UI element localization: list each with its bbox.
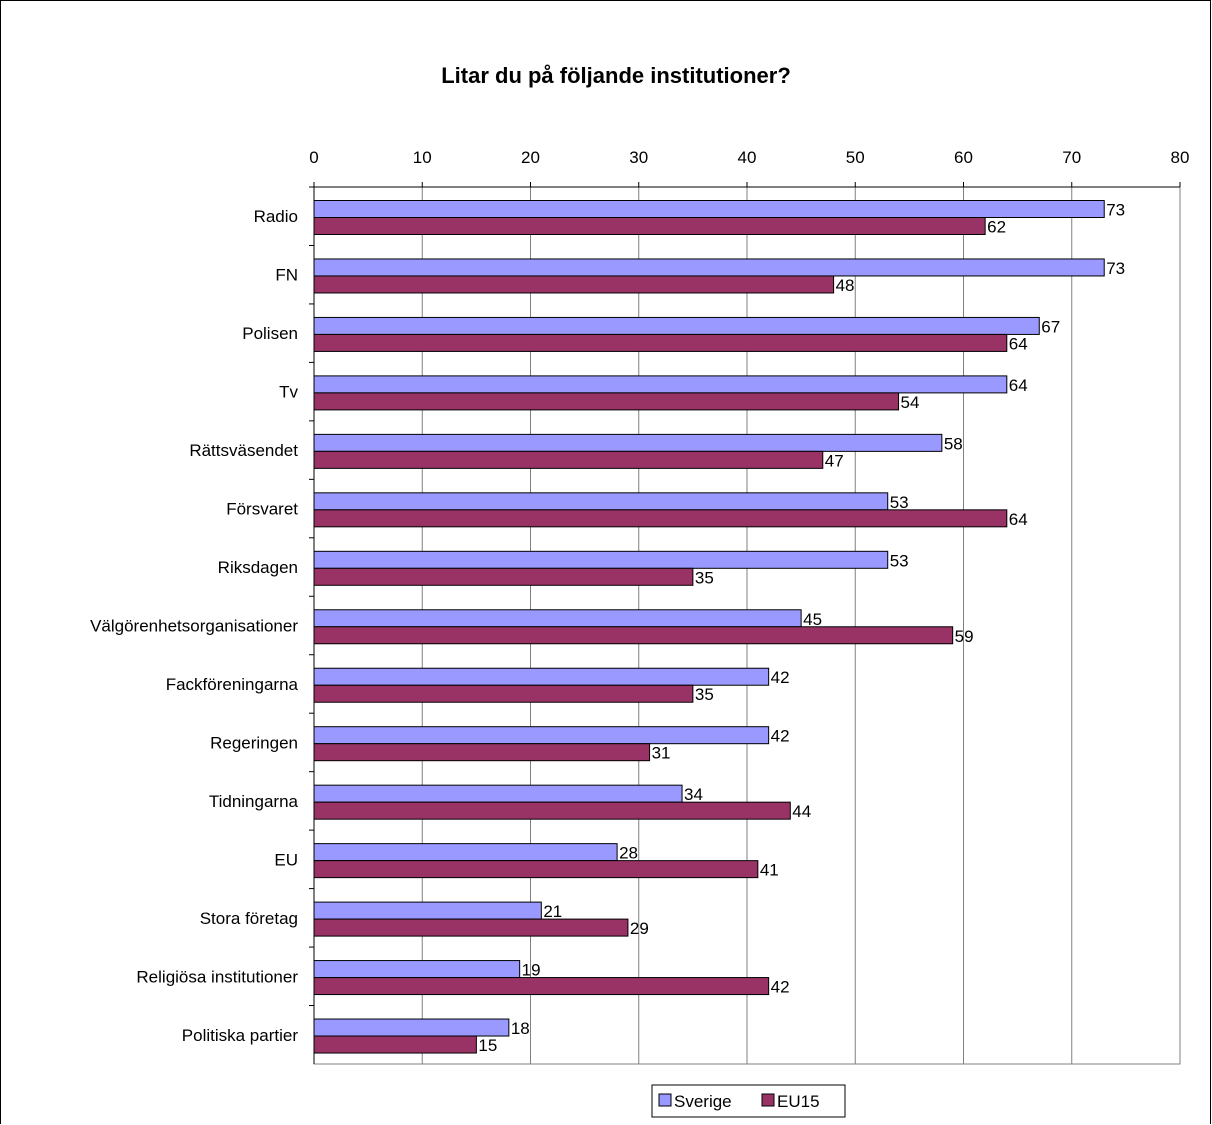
legend-box <box>651 1084 846 1118</box>
value-label-sverige-riksdagen: 53 <box>890 551 909 570</box>
bar-sverige-riksdagen <box>313 550 889 569</box>
category-label-riksdagen: Riksdagen <box>218 558 298 577</box>
x-tick-label-60: 60 <box>954 148 973 167</box>
x-axis: 0 10 20 30 40 50 60 70 80 <box>309 148 1189 1064</box>
category-label-tidningarna: Tidningarna <box>209 792 299 811</box>
legend-swatch-sverige <box>658 1093 672 1107</box>
bar-sverige-tidningarna <box>313 784 683 803</box>
category-label-rättsväsendet: Rättsväsendet <box>189 441 298 460</box>
x-tick-label-30: 30 <box>629 148 648 167</box>
category-label-polisen: Polisen <box>242 324 298 343</box>
bar-eu15-radio <box>313 217 986 235</box>
bar-eu15-välgörenhetsorganisationer <box>313 626 954 645</box>
value-label-eu15-eu: 41 <box>760 861 779 880</box>
value-label-eu15-polisen: 64 <box>1009 334 1028 353</box>
value-label-sverige-rättsväsendet: 58 <box>944 434 963 453</box>
value-label-eu15-riksdagen: 35 <box>695 568 714 587</box>
value-label-sverige-eu: 28 <box>619 844 638 863</box>
bar-eu15-tv <box>313 392 900 411</box>
value-label-eu15-stora-företag: 29 <box>630 919 649 938</box>
bar-sverige-rättsväsendet <box>313 433 943 452</box>
value-label-eu15-fackföreningarna: 35 <box>695 685 714 704</box>
bar-sverige-eu <box>313 843 618 862</box>
value-label-sverige-fn: 73 <box>1106 259 1125 278</box>
value-label-eu15-välgörenhetsorganisationer: 59 <box>955 627 974 646</box>
bar-eu15-polisen <box>313 333 1008 352</box>
bar-eu15-rättsväsendet <box>313 450 824 469</box>
category-label-stora-företag: Stora företag <box>200 909 298 928</box>
category-labels: Radio FN Polisen Tv Rättsväsendet Försvaret Ri… <box>90 207 298 1045</box>
value-label-sverige-fackföreningarna: 42 <box>771 668 790 687</box>
bar-sverige-försvaret <box>313 492 889 511</box>
bar-sverige-fackföreningarna <box>313 667 770 686</box>
value-label-eu15-rättsväsendet: 47 <box>825 451 844 470</box>
category-label-radio: Radio <box>254 207 298 226</box>
bar-eu15-eu <box>313 860 759 879</box>
category-label-tv: Tv <box>279 383 298 402</box>
category-label-försvaret: Försvaret <box>226 500 298 519</box>
bar-eu15-fn <box>313 275 835 294</box>
bar-sverige-politiska-partier <box>313 1018 510 1037</box>
bar-sverige-stora-företag <box>313 901 542 920</box>
value-label-eu15-radio: 62 <box>987 218 1006 237</box>
value-label-eu15-tv: 54 <box>901 393 920 412</box>
bar-sverige-regeringen <box>313 726 770 745</box>
legend-label-eu15: EU15 <box>777 1092 820 1111</box>
category-label-regeringen: Regeringen <box>210 733 298 752</box>
value-label-eu15-försvaret: 64 <box>1009 510 1028 529</box>
value-label-sverige-regeringen: 42 <box>771 727 790 746</box>
value-label-sverige-radio: 73 <box>1106 201 1125 220</box>
chart-title: Litar du på följande institutioner? <box>441 63 791 88</box>
x-tick-label-0: 0 <box>309 148 318 167</box>
value-label-sverige-religiösa-institutioner: 19 <box>522 961 541 980</box>
bar-eu15-riksdagen <box>313 567 694 586</box>
bar-sverige-polisen <box>313 316 1040 335</box>
value-label-sverige-försvaret: 53 <box>890 493 909 512</box>
value-label-eu15-tidningarna: 44 <box>792 802 811 821</box>
value-label-eu15-religiösa-institutioner: 42 <box>771 978 790 997</box>
bar-eu15-försvaret <box>313 509 1008 528</box>
bar-eu15-politiska-partier <box>313 1035 477 1054</box>
category-label-fn: FN <box>275 266 298 285</box>
x-tick-label-80: 80 <box>1171 148 1190 167</box>
x-tick-label-10: 10 <box>413 148 432 167</box>
value-label-sverige-tidningarna: 34 <box>684 785 703 804</box>
value-label-sverige-stora-företag: 21 <box>543 902 562 921</box>
legend: Sverige EU15 <box>651 1084 846 1118</box>
bar-eu15-religiösa-institutioner <box>313 977 770 996</box>
value-label-sverige-politiska-partier: 18 <box>511 1019 530 1038</box>
value-label-eu15-politiska-partier: 15 <box>478 1036 497 1055</box>
bars: 73 62 73 48 67 64 64 54 58 47 53 64 53 35 45 59 42 35 42 31… <box>313 200 1125 1055</box>
x-tick-label-50: 50 <box>846 148 865 167</box>
value-label-sverige-polisen: 67 <box>1041 317 1060 336</box>
bar-eu15-stora-företag <box>313 918 629 937</box>
bar-sverige-radio <box>313 200 1105 218</box>
value-label-eu15-fn: 48 <box>836 276 855 295</box>
value-label-eu15-regeringen: 31 <box>652 744 671 763</box>
category-label-religiösa-institutioner: Religiösa institutioner <box>136 967 298 986</box>
bar-sverige-välgörenhetsorganisationer <box>313 609 802 628</box>
legend-swatch-eu15 <box>761 1093 775 1107</box>
bar-sverige-religiösa-institutioner <box>313 960 521 979</box>
category-label-politiska-partier: Politiska partier <box>182 1026 299 1045</box>
category-label-eu: EU <box>274 850 298 869</box>
bar-sverige-fn <box>313 258 1105 277</box>
x-tick-label-20: 20 <box>521 148 540 167</box>
category-label-fackföreningarna: Fackföreningarna <box>166 675 299 694</box>
bar-eu15-tidningarna <box>313 801 791 820</box>
value-label-sverige-välgörenhetsorganisationer: 45 <box>803 610 822 629</box>
x-tick-label-70: 70 <box>1062 148 1081 167</box>
bar-eu15-regeringen <box>313 743 651 762</box>
bar-sverige-tv <box>313 375 1008 394</box>
legend-label-sverige: Sverige <box>674 1092 732 1111</box>
x-tick-label-40: 40 <box>738 148 757 167</box>
value-label-sverige-tv: 64 <box>1009 376 1028 395</box>
category-label-välgörenhetsorganisationer: Välgörenhetsorganisationer <box>90 617 298 636</box>
bar-eu15-fackföreningarna <box>313 684 694 703</box>
